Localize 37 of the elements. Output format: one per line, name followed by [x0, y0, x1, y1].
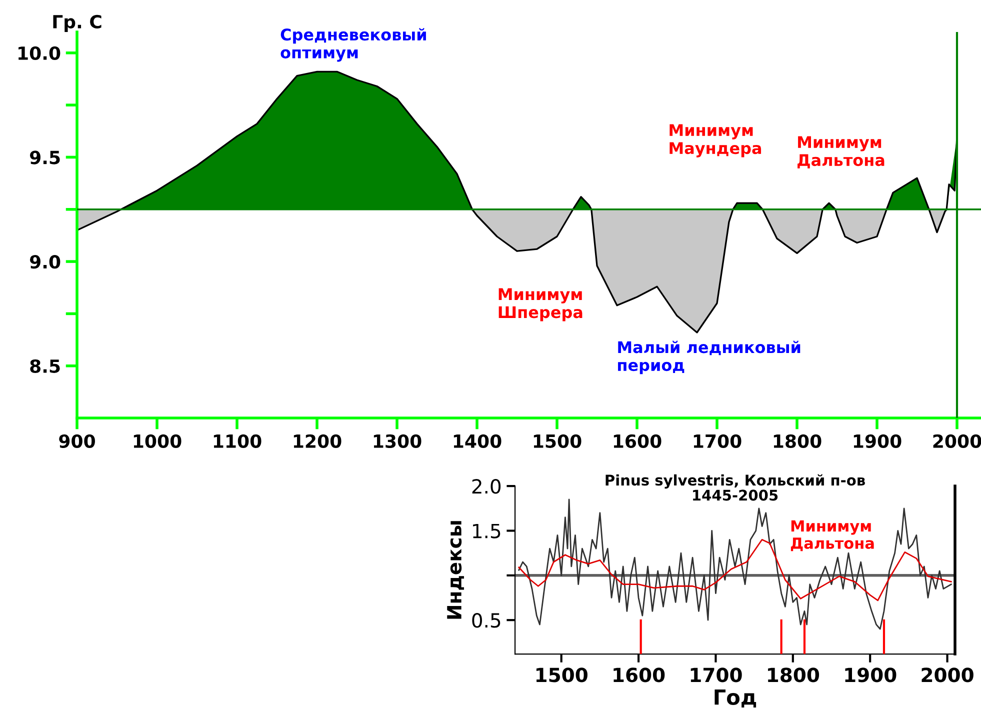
- y-tick-label: 9.0: [30, 254, 60, 269]
- x-tick-label: 1900: [845, 668, 896, 682]
- y-axis-title: Индексы: [447, 521, 464, 619]
- x-tick-label: 900: [59, 434, 95, 448]
- annotation: Средневековый оптимум: [280, 28, 426, 62]
- chart-subtitle: 1445-2005: [693, 490, 778, 501]
- x-tick-label: 1700: [694, 434, 742, 448]
- annotation: Минимум Дальтона: [790, 520, 874, 552]
- y-tick-label: 1.5: [473, 524, 500, 538]
- annotation: Малый ледниковый период: [618, 340, 800, 374]
- x-tick-label: 1700: [690, 668, 742, 682]
- annotation: Минимум Маундера: [670, 124, 762, 158]
- y-tick-label: 2.0: [472, 479, 501, 494]
- chart-title: Pinus sylvestris, Кольский п-ов: [606, 474, 865, 489]
- x-axis-title: Год: [714, 689, 756, 708]
- x-tick-label: 1500: [536, 668, 588, 682]
- x-tick-label: 2000: [933, 434, 981, 448]
- y-tick-label: 9.5: [30, 150, 60, 164]
- x-tick-label: 1500: [534, 434, 582, 448]
- x-tick-label: 1100: [214, 434, 262, 448]
- x-tick-label: 1800: [768, 668, 820, 682]
- x-tick-label: 1300: [374, 434, 422, 448]
- y-axis-title: Гр. С: [53, 14, 102, 32]
- y-tick-label: 8.5: [30, 359, 60, 373]
- y-tick-label: 10.0: [18, 46, 60, 60]
- x-tick-label: 1000: [134, 434, 182, 448]
- x-tick-label: 1900: [854, 434, 902, 448]
- x-tick-label: 1400: [454, 434, 502, 448]
- x-tick-label: 1200: [294, 434, 342, 448]
- x-tick-label: 1600: [614, 434, 662, 448]
- annotation: Минимум Дальтона: [798, 136, 884, 168]
- x-tick-label: 2000: [922, 668, 974, 682]
- y-tick-label: 0.5: [472, 613, 500, 628]
- annotation: Минимум Шперера: [498, 288, 582, 322]
- x-tick-label: 1800: [774, 434, 822, 448]
- line-series: [518, 538, 952, 602]
- x-tick-label: 1600: [614, 668, 665, 682]
